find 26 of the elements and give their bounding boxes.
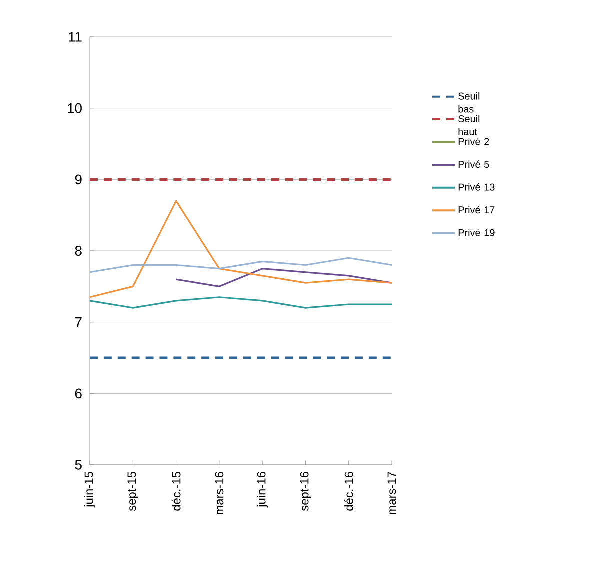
- y-tick-label: 7: [75, 318, 82, 328]
- x-tick-label: déc.-16: [344, 472, 354, 511]
- legend-label: Privé 5: [458, 160, 490, 168]
- legend-label: Privé 17: [458, 206, 495, 214]
- x-tick-label: mars-17: [388, 472, 396, 515]
- x-tick-label: sept-15: [128, 472, 138, 512]
- x-tick-label: déc.-15: [172, 472, 181, 511]
- x-tick-label: juin-16: [257, 472, 268, 508]
- y-tick-label: 11: [69, 32, 82, 42]
- y-tick-label: 5: [75, 460, 82, 470]
- line-series: [89, 257, 393, 274]
- x-tick-label: sept-16: [300, 472, 312, 512]
- y-tick-label: 6: [75, 388, 82, 399]
- line-series: [89, 200, 393, 298]
- legend-label: Privé 13: [458, 183, 495, 191]
- x-tick-label: mars-16: [215, 472, 224, 515]
- line-series: [175, 268, 393, 288]
- y-tick-label: 10: [68, 103, 82, 114]
- legend-label: Seuil bas: [458, 92, 480, 113]
- legend-label: Seuil haut: [458, 115, 480, 136]
- x-tick-label: juin-15: [84, 472, 96, 508]
- legend-label: Privé 19: [458, 228, 495, 236]
- line-series: [89, 296, 393, 309]
- y-tick-label: 8: [75, 246, 82, 256]
- legend-label: Privé 2: [458, 138, 490, 146]
- y-tick-label: 9: [75, 174, 82, 185]
